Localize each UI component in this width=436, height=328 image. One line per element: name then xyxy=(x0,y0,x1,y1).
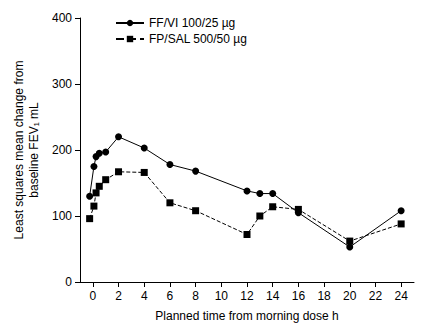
svg-text:16: 16 xyxy=(292,289,306,303)
svg-text:300: 300 xyxy=(52,77,72,91)
svg-text:FF/VI 100/25 µg: FF/VI 100/25 µg xyxy=(149,16,235,30)
svg-text:baseline FEV₁ mL: baseline FEV₁ mL xyxy=(27,102,41,198)
svg-text:14: 14 xyxy=(266,289,280,303)
svg-text:10: 10 xyxy=(215,289,229,303)
svg-text:200: 200 xyxy=(52,143,72,157)
svg-text:12: 12 xyxy=(240,289,254,303)
svg-text:0: 0 xyxy=(90,289,97,303)
svg-text:Least squares mean change from: Least squares mean change from xyxy=(12,61,26,240)
svg-text:18: 18 xyxy=(317,289,331,303)
svg-text:22: 22 xyxy=(369,289,383,303)
svg-text:4: 4 xyxy=(141,289,148,303)
svg-text:0: 0 xyxy=(65,275,72,289)
svg-text:Planned time from morning dose: Planned time from morning dose h xyxy=(155,309,338,323)
svg-text:8: 8 xyxy=(192,289,199,303)
svg-text:24: 24 xyxy=(394,289,408,303)
svg-text:6: 6 xyxy=(167,289,174,303)
svg-text:2: 2 xyxy=(115,289,122,303)
svg-text:100: 100 xyxy=(52,209,72,223)
svg-text:FP/SAL 500/50 µg: FP/SAL 500/50 µg xyxy=(149,32,247,46)
svg-text:20: 20 xyxy=(343,289,357,303)
svg-text:400: 400 xyxy=(52,11,72,25)
